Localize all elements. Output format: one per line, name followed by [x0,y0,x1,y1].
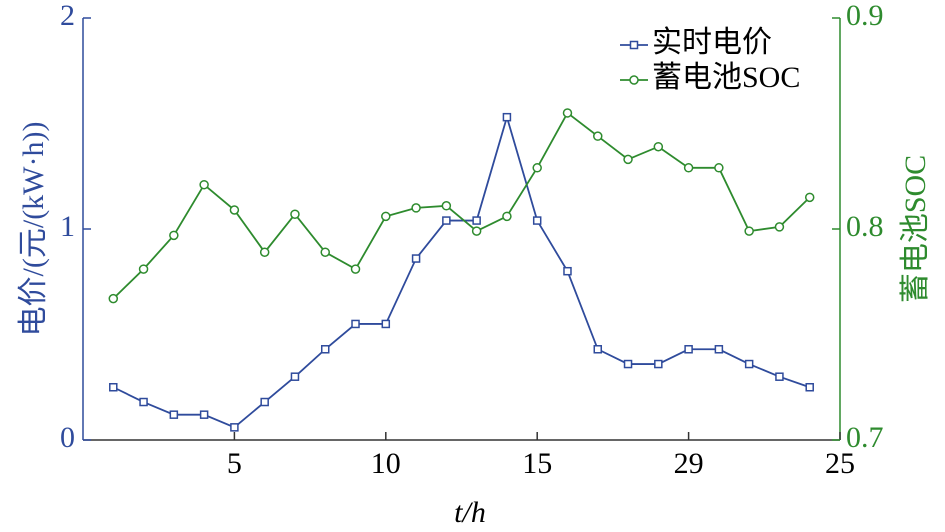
data-point [138,264,149,274]
data-point [654,359,663,369]
series-line [112,111,811,300]
data-point [471,226,482,236]
data-point [744,226,754,236]
data-point [139,397,148,407]
y-tick-label: 0 [60,421,75,454]
data-point [381,319,391,329]
data-point [683,163,694,173]
x-axis-label: t/h [454,496,486,529]
y2-tick-label: 0.8 [846,210,884,243]
data-point [775,372,784,381]
legend-marker [629,75,639,85]
y2-axis-label: 蓄电池SOC [899,155,932,303]
data-point [744,359,754,369]
data-point [804,192,815,203]
data-point [563,266,572,276]
y2-tick-label: 0.7 [846,421,884,454]
data-point [684,345,693,354]
legend-label: 实时电价 [652,26,772,59]
y2-tick-label: 0.9 [846,0,884,32]
data-point [230,423,239,432]
data-point [108,293,119,304]
data-point [502,211,512,222]
data-point [350,264,361,274]
data-point [593,345,603,354]
data-point [805,383,814,392]
data-point [623,359,633,369]
data-point [320,247,330,257]
data-point [411,254,421,263]
data-point [320,345,330,354]
series-line [112,113,811,429]
data-point [199,410,209,419]
y-tick-label: 1 [60,210,75,243]
data-point [229,205,240,215]
data-point [442,216,451,225]
data-point [290,372,300,381]
legend-label: 蓄电池SOC [652,61,800,94]
data-point [411,203,421,213]
data-point [290,209,300,219]
data-point [351,319,360,329]
data-point [199,179,209,190]
data-point [260,397,269,407]
data-point [653,141,664,152]
y-axis-label: 电价/(元/(kW·h)) [17,122,50,337]
x-tick-label: 15 [522,447,552,480]
y-tick-label: 2 [60,0,75,32]
legend-marker [629,40,639,50]
data-point [714,345,724,354]
data-point [472,216,481,225]
data-point [593,131,603,141]
data-point [623,154,633,165]
data-point [562,108,573,118]
data-point [169,230,179,241]
x-tick-label: 25 [825,447,855,480]
data-point [532,163,542,173]
data-point [169,410,179,419]
data-point [441,201,452,211]
x-tick-label: 10 [371,447,401,480]
x-tick-label: 29 [674,447,704,480]
data-point [714,163,724,173]
data-point [381,211,391,222]
data-point [774,222,785,232]
data-point [502,112,512,122]
data-point [109,383,118,392]
x-tick-label: 5 [227,447,242,480]
data-point [532,216,542,225]
data-point [259,247,270,257]
